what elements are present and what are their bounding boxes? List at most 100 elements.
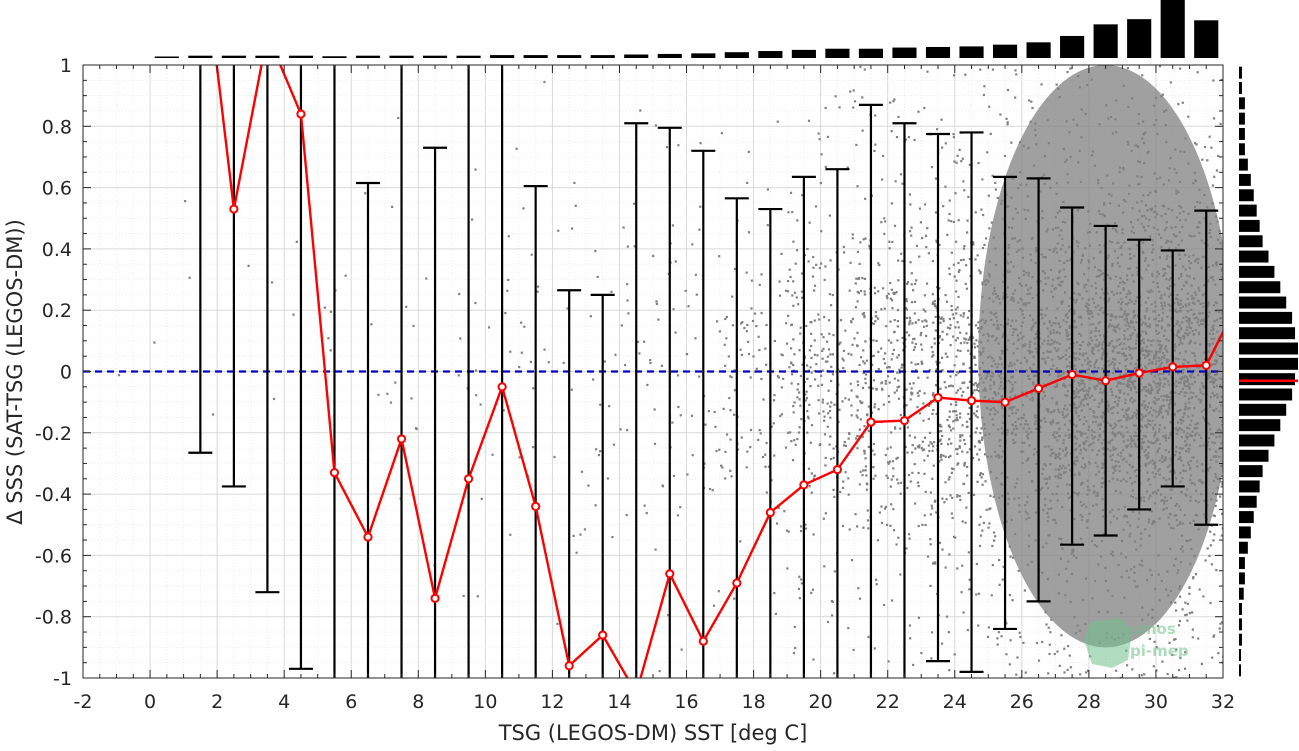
scatter-point [1201,159,1203,161]
scatter-point [896,389,898,391]
scatter-point [851,414,853,416]
scatter-point [1236,572,1238,574]
scatter-point [691,243,693,245]
scatter-point [967,350,969,352]
scatter-point [855,437,857,439]
scatter-point [928,418,930,420]
scatter-point [911,387,913,389]
scatter-point [830,304,832,306]
scatter-point [692,454,694,456]
scatter-point [911,301,913,303]
scatter-point [639,109,641,111]
scatter-point [891,202,893,204]
scatter-point [981,530,983,532]
scatter-point [886,297,888,299]
scatter-point [1231,413,1233,415]
scatter-point [1009,556,1011,558]
scatter-point [832,353,834,355]
scatter-point [992,68,994,70]
scatter-point [796,438,798,440]
scatter-point [1247,676,1249,678]
scatter-point [929,432,931,434]
scatter-point [666,146,668,148]
scatter-point [746,451,748,453]
scatter-point [518,366,520,368]
scatter-point [1230,413,1232,415]
scatter-point [741,354,743,356]
scatter-point [189,277,191,279]
scatter-point [914,301,916,303]
scatter-point [883,217,885,219]
scatter-point [918,485,920,487]
scatter-point [813,533,815,535]
scatter-point [1066,71,1068,73]
scatter-point [906,487,908,489]
scatter-point [810,345,812,347]
scatter-point [1229,490,1231,492]
scatter-point [953,160,955,162]
scatter-point [911,283,913,285]
scatter-point [370,323,372,325]
scatter-point [1179,620,1181,622]
scatter-point [788,366,790,368]
scatter-point [954,653,956,655]
scatter-point [900,173,902,175]
scatter-point [806,432,808,434]
scatter-point [1237,294,1239,296]
scatter-point [896,372,898,374]
scatter-point [724,344,726,346]
scatter-point [918,525,920,527]
scatter-point [611,536,613,538]
scatter-point [929,441,931,443]
scatter-point [950,442,952,444]
scatter-point [920,652,922,654]
scatter-point [998,559,1000,561]
scatter-point [861,474,863,476]
scatter-point [857,251,859,253]
scatter-point [633,203,635,205]
scatter-point [957,306,959,308]
scatter-point [960,342,962,344]
scatter-point [1184,614,1186,616]
scatter-point [840,319,842,321]
scatter-point [1220,123,1222,125]
scatter-point [862,527,864,529]
scatter-point [829,417,831,419]
scatter-point [960,259,962,261]
scatter-point [908,334,910,336]
scatter-point [981,178,983,180]
scatter-point [828,319,830,321]
scatter-point [1229,131,1231,133]
scatter-point [800,327,802,329]
scatter-point [954,326,956,328]
scatter-point [626,514,628,516]
scatter-point [416,428,418,430]
scatter-point [992,564,994,566]
scatter-point [920,332,922,334]
scatter-point [720,465,722,467]
scatter-point [1213,533,1215,535]
scatter-point [964,443,966,445]
scatter-point [839,491,841,493]
scatter-point [894,180,896,182]
scatter-point [1236,517,1238,519]
scatter-point [746,182,748,184]
scatter-point [891,289,893,291]
scatter-point [662,484,664,486]
scatter-point [718,590,720,592]
scatter-point [864,452,866,454]
scatter-point [1179,596,1181,598]
scatter-point [935,177,937,179]
scatter-point [981,436,983,438]
scatter-point [956,567,958,569]
scatter-point [842,525,844,527]
scatter-point [863,312,865,314]
scatter-point [915,363,917,365]
scatter-point [1229,424,1231,426]
scatter-point [889,381,891,383]
scatter-point [1024,589,1026,591]
scatter-point [530,361,532,363]
scatter-point [587,484,589,486]
scatter-point [1236,242,1238,244]
scatter-point [1066,669,1068,671]
